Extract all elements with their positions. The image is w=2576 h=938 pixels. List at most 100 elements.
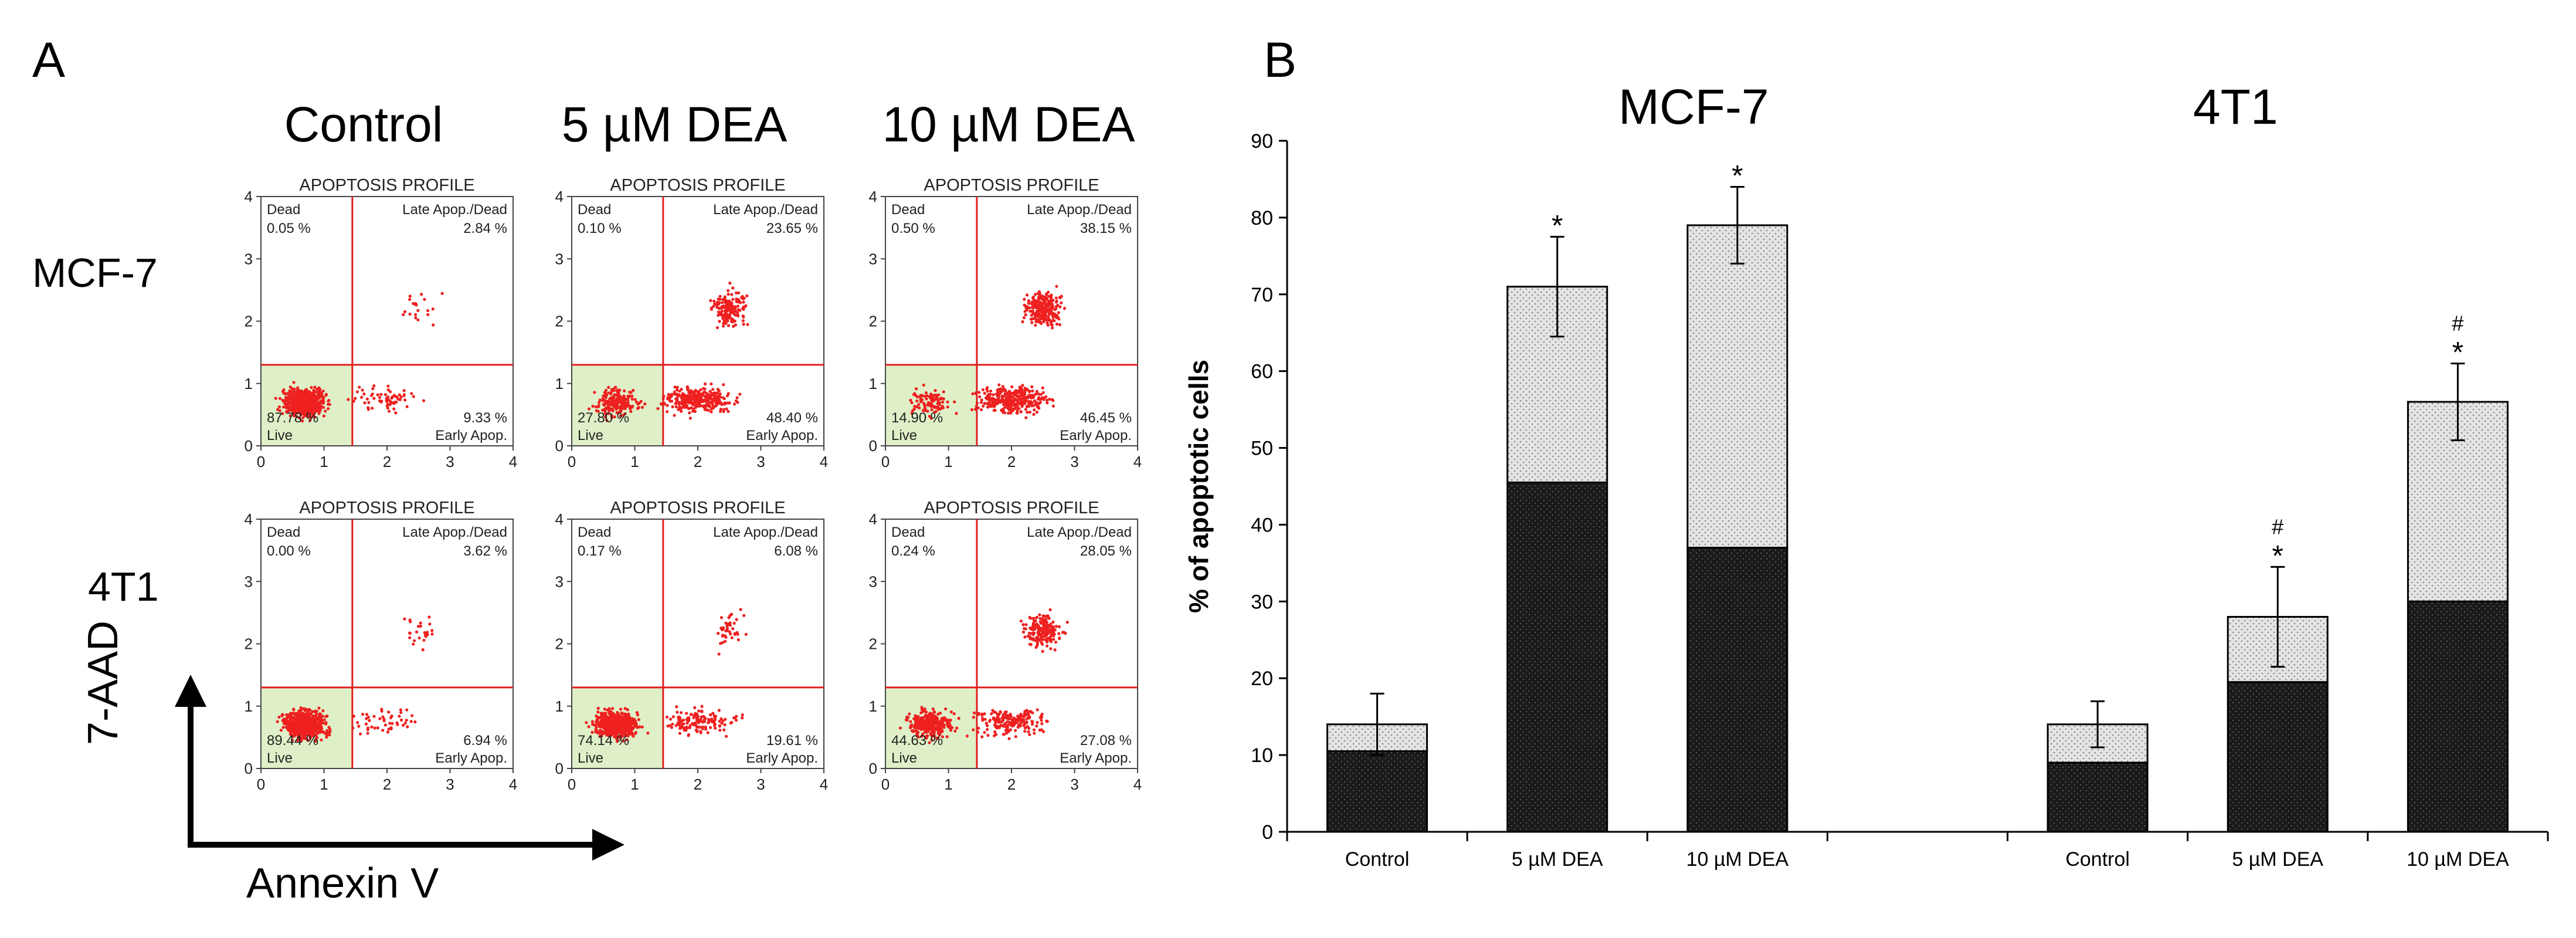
bar-early-4t1-2 bbox=[2407, 600, 2509, 833]
event-dot bbox=[313, 411, 316, 415]
significance-hash: # bbox=[2452, 311, 2463, 336]
y-tick-label: 40 bbox=[1251, 514, 1273, 536]
event-dot bbox=[408, 297, 412, 302]
significance-hash: # bbox=[2272, 514, 2283, 539]
bar-late-mcf7-2 bbox=[1686, 224, 1788, 549]
event-dot bbox=[355, 390, 359, 394]
event-dot bbox=[416, 309, 420, 312]
event-dot bbox=[304, 406, 308, 409]
event-dot bbox=[300, 419, 304, 423]
event-dot bbox=[295, 391, 298, 395]
event-dot bbox=[414, 313, 418, 317]
event-dot bbox=[416, 318, 420, 321]
event-dot bbox=[297, 391, 301, 394]
event-dot bbox=[379, 392, 383, 396]
event-dot bbox=[286, 409, 290, 414]
event-dot bbox=[388, 390, 392, 394]
event-dot bbox=[317, 391, 320, 395]
event-dot bbox=[403, 310, 407, 313]
column-label-control: Control bbox=[284, 97, 443, 152]
flow-plot-title: APOPTOSIS PROFILE bbox=[610, 176, 785, 195]
event-dot bbox=[301, 406, 306, 409]
event-dot bbox=[314, 409, 317, 412]
event-dot bbox=[432, 323, 435, 327]
x-category-label: 10 µM DEA bbox=[1686, 848, 1789, 871]
event-dot bbox=[321, 401, 325, 405]
event-dot bbox=[308, 408, 312, 412]
y-tick-label: 2 bbox=[245, 313, 253, 330]
bar-early-mcf7-0 bbox=[1326, 750, 1428, 833]
event-dot bbox=[289, 414, 292, 418]
event-dot bbox=[394, 411, 398, 415]
x-category-label: Control bbox=[1345, 848, 1410, 871]
y-tick-label: 60 bbox=[1251, 361, 1273, 383]
event-dot bbox=[426, 313, 430, 316]
y-tick-label: 80 bbox=[1251, 207, 1273, 229]
event-dot bbox=[294, 408, 298, 411]
y-tick-label: 70 bbox=[1251, 284, 1273, 306]
event-dot bbox=[414, 316, 418, 320]
event-dot bbox=[311, 414, 315, 418]
column-label-10um-dea: 10 µM DEA bbox=[882, 97, 1135, 152]
event-dot bbox=[386, 395, 390, 399]
event-dot bbox=[378, 395, 382, 399]
event-dot bbox=[405, 405, 409, 408]
quadrant-label-late-apop: Late Apop./Dead bbox=[402, 202, 507, 218]
x-category-label: 5 µM DEA bbox=[1512, 848, 1603, 871]
quadrant-value-live: 87.78 % bbox=[267, 410, 318, 426]
event-dot bbox=[422, 399, 426, 402]
event-dot bbox=[383, 393, 388, 397]
event-dot bbox=[412, 302, 415, 305]
y-tick-label: 3 bbox=[245, 250, 253, 267]
significance-star: * bbox=[1732, 160, 1743, 192]
y-tick-label: 90 bbox=[1251, 130, 1273, 153]
bar-early-4t1-0 bbox=[2046, 761, 2149, 833]
event-dot bbox=[392, 407, 396, 411]
significance-star: * bbox=[2272, 539, 2283, 572]
quadrant-value-late-apop: 2.84 % bbox=[463, 221, 507, 236]
flow-cytometry-grid: APOPTOSIS PROFILE Dead 0.05 % Late Apop./De… bbox=[245, 176, 1142, 793]
event-dot bbox=[324, 409, 327, 413]
event-dot bbox=[440, 292, 444, 295]
event-dot bbox=[277, 405, 281, 409]
quadrant-label-live: Live bbox=[267, 428, 293, 443]
event-dot bbox=[298, 407, 302, 411]
event-dot bbox=[307, 397, 311, 401]
event-dot bbox=[321, 397, 325, 400]
event-dot bbox=[313, 385, 317, 389]
bar-early-mcf7-2 bbox=[1686, 547, 1788, 833]
event-dot bbox=[278, 397, 282, 400]
event-dot bbox=[361, 388, 364, 392]
event-dot bbox=[399, 395, 403, 399]
row-label-mcf7: MCF-7 bbox=[32, 250, 158, 296]
flow-plot-mcf7-0: APOPTOSIS PROFILE Dead 0.05 % Late Apop./De… bbox=[245, 176, 518, 470]
event-dot bbox=[385, 399, 389, 403]
quadrant-label-dead: Dead bbox=[267, 202, 300, 218]
event-dot bbox=[423, 297, 426, 302]
y-tick-label: 20 bbox=[1251, 668, 1273, 690]
event-dot bbox=[327, 398, 331, 402]
event-dot bbox=[303, 396, 306, 399]
event-dot bbox=[402, 393, 406, 397]
event-dot bbox=[292, 409, 296, 413]
x-tick-label: 3 bbox=[446, 453, 454, 470]
event-dot bbox=[426, 309, 430, 313]
event-dot bbox=[321, 390, 325, 393]
event-dot bbox=[289, 395, 293, 399]
event-dot bbox=[322, 414, 325, 418]
event-dot bbox=[362, 392, 366, 396]
x-category-label: 5 µM DEA bbox=[2232, 848, 2323, 871]
event-dot bbox=[403, 398, 407, 402]
event-dot bbox=[313, 401, 317, 404]
y-tick-label: 0 bbox=[245, 437, 253, 455]
event-dot bbox=[284, 396, 288, 399]
event-dot bbox=[431, 307, 435, 311]
event-dot bbox=[293, 390, 296, 393]
event-dot bbox=[293, 405, 296, 408]
event-dot bbox=[298, 416, 301, 420]
event-dot bbox=[307, 402, 311, 407]
y-tick-label: 50 bbox=[1251, 438, 1273, 460]
event-dot bbox=[306, 412, 310, 416]
